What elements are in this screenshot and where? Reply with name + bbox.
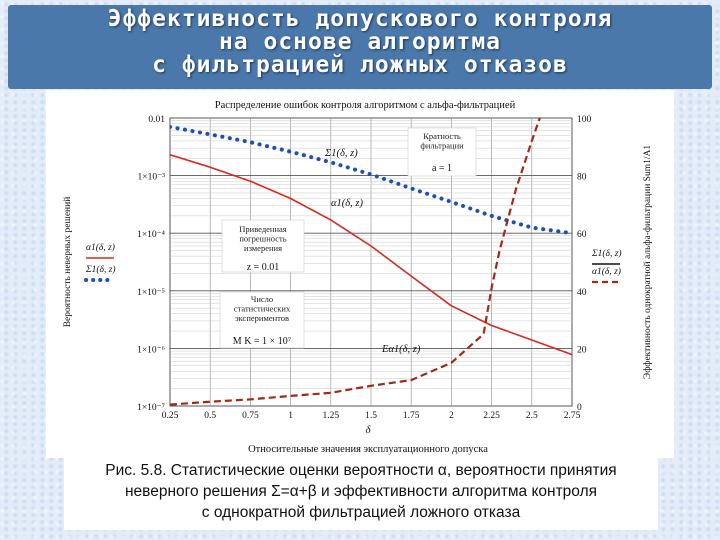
y-right-tick-label: 0 [577,403,582,413]
error-box [221,219,305,273]
y-left-tick-label: 1×10⁻⁷ [137,403,165,413]
sigma-curve-label: Σ1(δ, z) [324,148,358,159]
tick-labels: 0.25 0.5 0.75 1 1.25 1.5 1.75 2 2.25 2.5 2.75 0.01 1… [137,115,591,421]
y-left-tick-label: 1×10⁻⁵ [137,288,165,298]
series-line-1 [170,154,572,356]
y-right-tick-label: 60 [577,230,587,240]
y-left-tick-label: 1×10⁻³ [138,173,166,183]
x-variable-label: δ [365,424,371,436]
series-line-2 [170,117,541,406]
efficiency-curve-label: Eα1(δ, z) [381,344,421,355]
experiments-box-value: M K = 1 × 10⁷ [233,336,292,347]
x-tick-label: 0.75 [242,411,259,421]
y-right-tick-label: 40 [577,288,587,298]
x-tick-label: 2.25 [483,411,500,421]
legend-right-alpha-label: α1(δ, z) [592,266,621,277]
y-left-tick-label: 0.01 [148,115,165,125]
y-right-tick-label: 100 [577,115,592,125]
y-right-axis-label: Эффективность однократной альфа-фильтрац… [642,145,653,379]
error-box-title: Приведенная погрешность измерения [239,224,287,253]
slide-title: Эффективность допускового контроля на ос… [107,6,613,78]
error-box-value: z = 0.01 [247,262,280,273]
series-layer [170,117,572,406]
experiments-box-title: Число статистических экспериментов [234,294,291,323]
x-tick-label: 0.25 [162,411,179,421]
y-left-tick-label: 1×10⁻⁶ [137,345,165,355]
y-left-axis-label: Вероятность неверных решений [62,197,73,328]
x-tick-label: 0.5 [204,411,216,421]
x-tick-label: 1.75 [403,411,420,421]
x-tick-label: 1.25 [322,411,339,421]
x-tick-label: 2.5 [526,411,538,421]
title-bar [8,5,712,89]
legend-left-alpha-label: α1(δ, z) [86,242,115,253]
x-tick-label: 1 [288,411,293,421]
filter-box [407,127,477,177]
annotations: Σ1(δ, z) α1(δ, z) Eα1(δ, z) Кратность фильтр… [219,127,477,355]
caption-panel [64,456,658,530]
x-axis-label: Относительные значения эксплуатационного… [248,444,488,455]
alpha-curve-label: α1(δ, z) [331,198,363,209]
y-right-tick-label: 20 [577,345,587,355]
experiments-box [219,291,305,349]
filter-box-title: Кратность фильтрации [420,131,464,151]
y-left-tick-label: 1×10⁻⁴ [137,230,166,240]
series-line-0 [170,124,572,236]
figure-caption: Рис. 5.8. Статистические оценки вероятно… [105,462,617,521]
legends: α1(δ, z) Σ1(δ, z) Σ1(δ, z) α1(δ, z) [84,242,622,284]
filter-box-value: a = 1 [432,163,452,174]
legend-left-sigma-label: Σ1(δ, z) [85,264,116,275]
x-tick-label: 2 [449,411,454,421]
legend-right-sigma-label: Σ1(δ, z) [591,248,622,259]
x-tick-label: 2.75 [564,411,581,421]
chart-title: Распределение ошибок контроля алгоритмом… [215,100,516,111]
x-tick-label: 1.5 [365,411,377,421]
y-right-tick-label: 80 [577,173,587,183]
